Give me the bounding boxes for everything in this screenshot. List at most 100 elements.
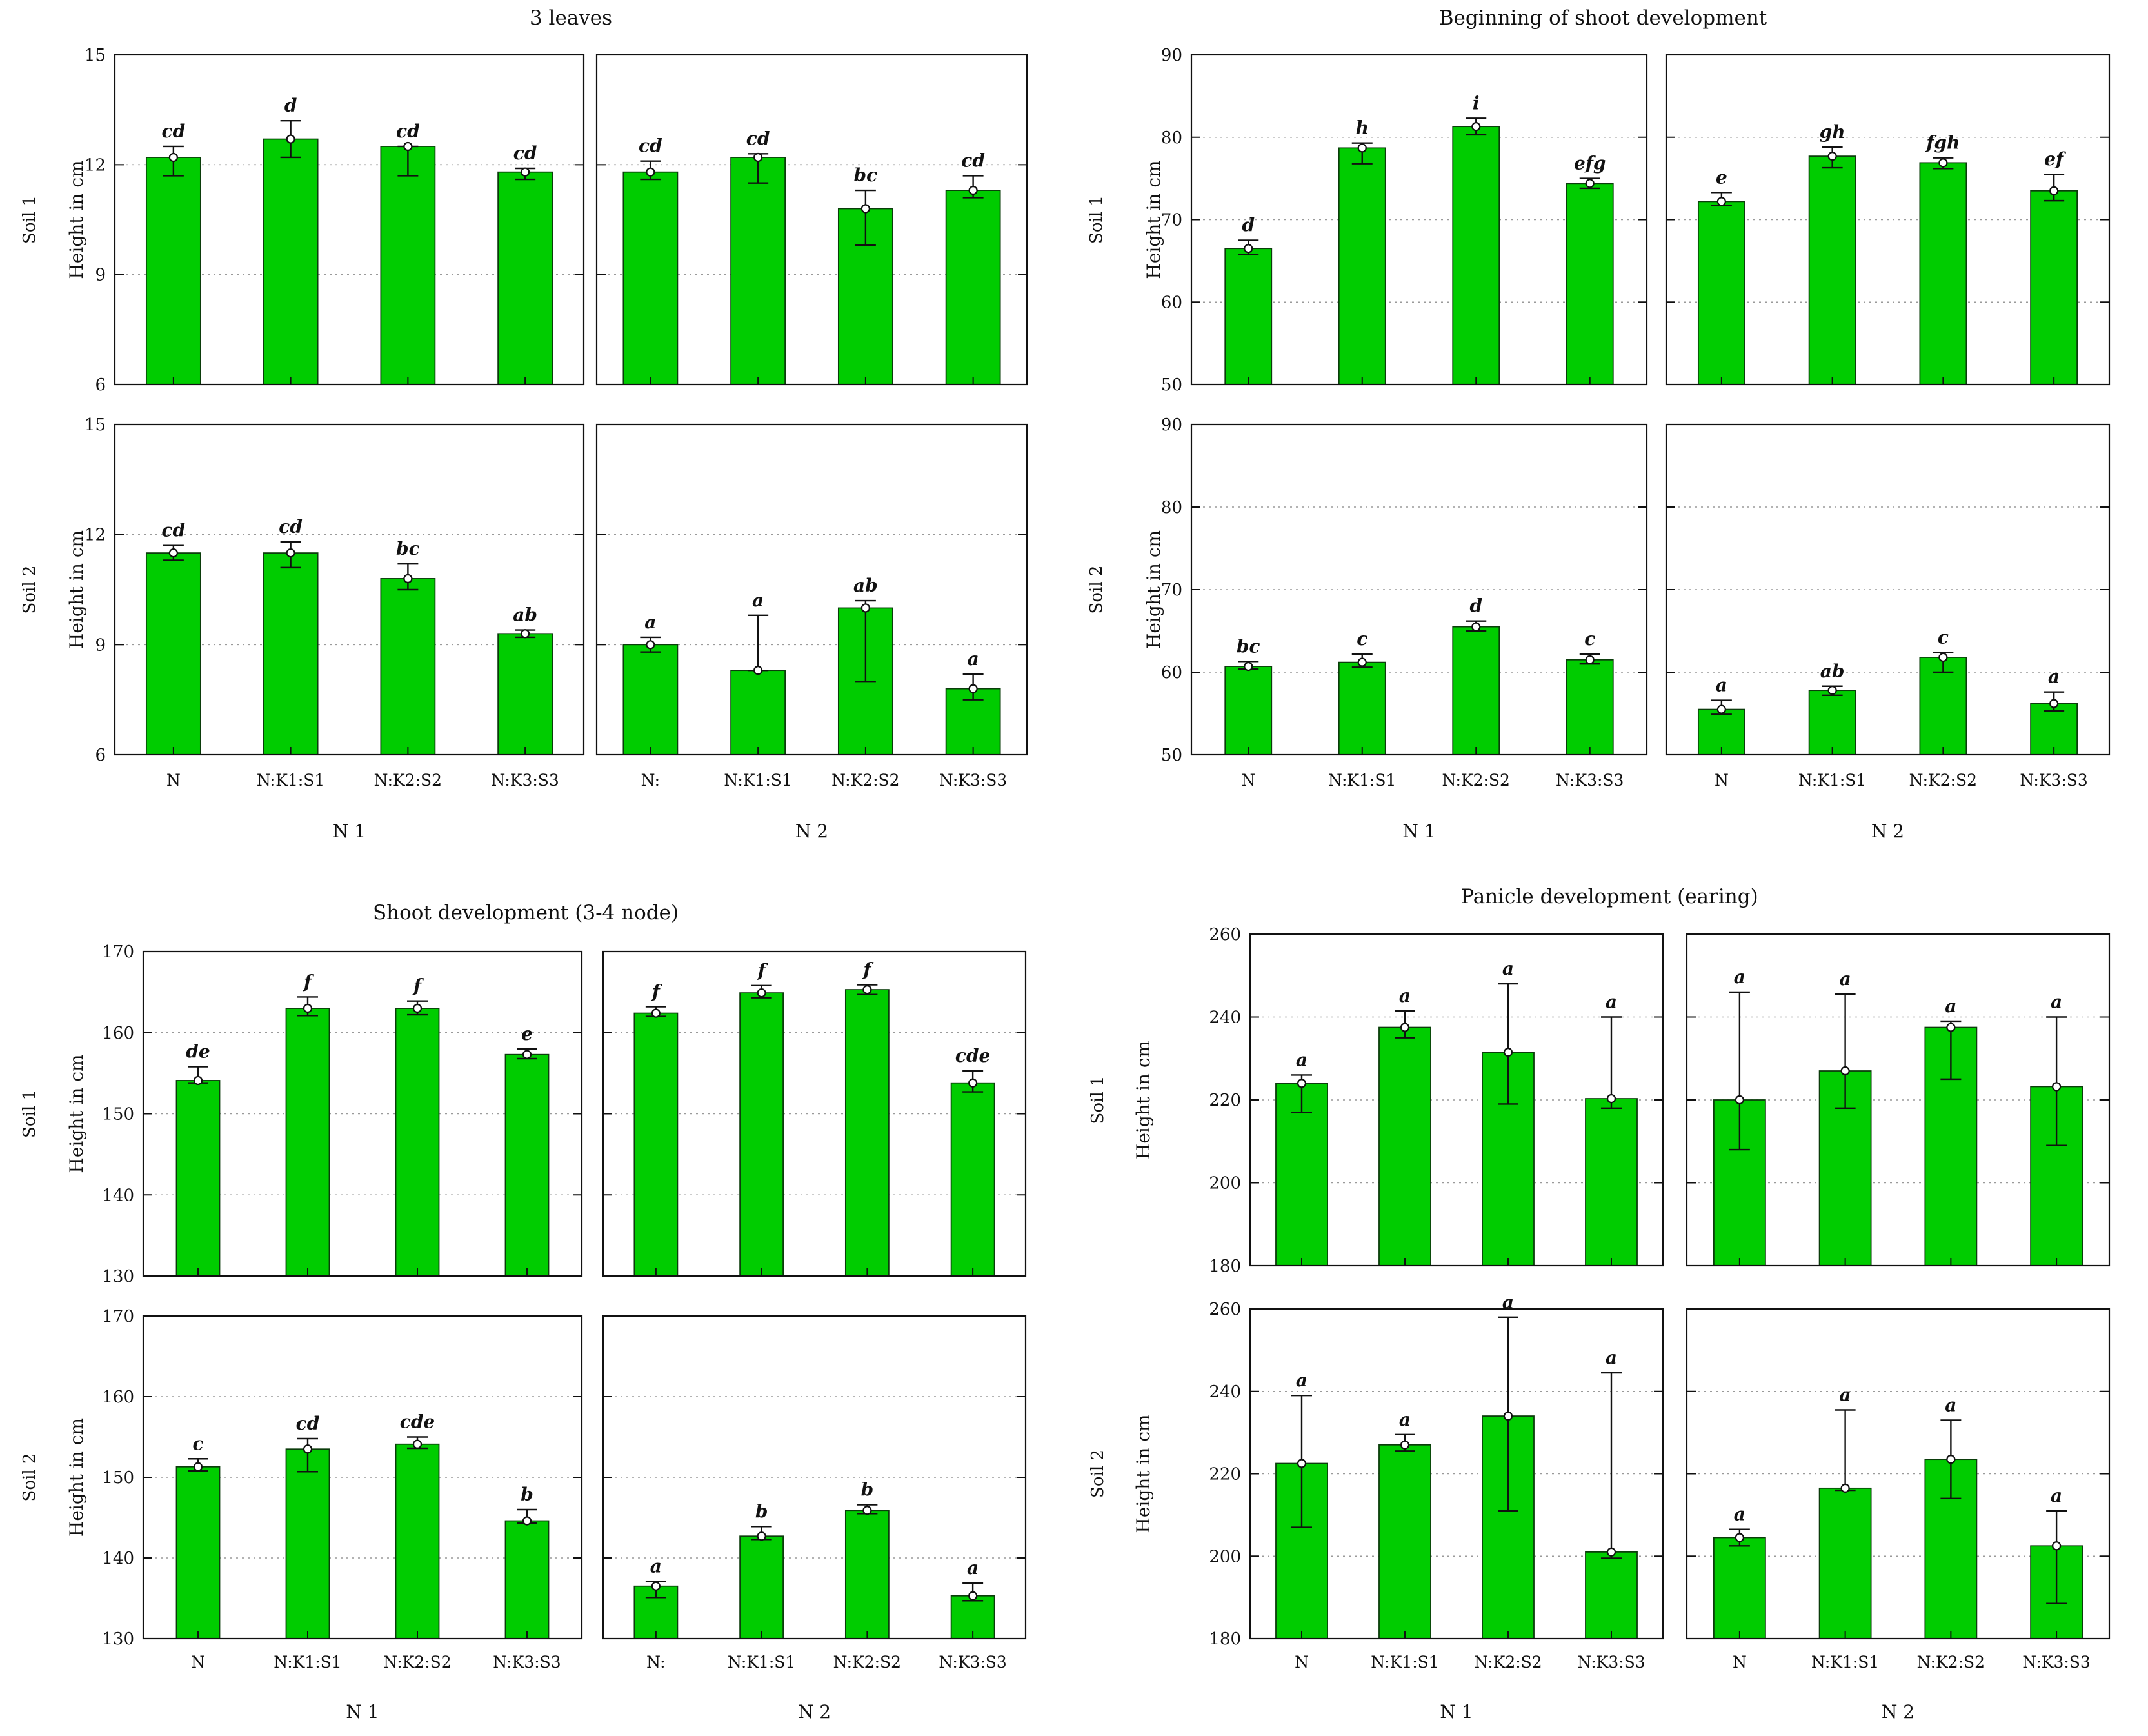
panel-frame [1686, 933, 2111, 1267]
bar [1452, 126, 1500, 385]
bar [175, 1466, 221, 1639]
mean-marker [286, 134, 295, 144]
row-label: Soil 2 [1088, 1450, 1108, 1498]
chart-title: Panicle development (earing) [1460, 885, 1758, 908]
panel: 6 9 12 15 cd Ncd N:K1:S1 bc N:K2:S2 ab N:K3:S3 [85, 415, 585, 790]
bar [497, 171, 553, 385]
chart-4: Panicle development (earing) Soil 1 Height… [1088, 885, 2111, 1722]
group-label: N 2 [1882, 1701, 1914, 1722]
x-tick-label: N [1295, 1653, 1309, 1671]
mean-marker [1938, 158, 1948, 168]
bar [1585, 1098, 1638, 1266]
y-tick-label: 90 [1161, 415, 1182, 435]
mean-marker [1716, 197, 1726, 206]
mean-marker [1357, 143, 1367, 153]
mean-marker [1840, 1066, 1850, 1076]
y-tick-label: 15 [85, 46, 106, 65]
significance-letter: h [1356, 117, 1369, 139]
panel: 130 140 150 160 170 de f f e [102, 943, 583, 1286]
group-label: N 1 [333, 821, 366, 842]
significance-letter: cde [400, 1412, 435, 1433]
mean-marker [860, 603, 870, 613]
y-axis-label: Height in cm [1133, 1041, 1154, 1159]
y-tick-label: 12 [85, 155, 106, 175]
significance-letter: a [967, 1557, 979, 1579]
significance-letter: cd [961, 150, 985, 171]
bar [1224, 666, 1273, 755]
y-tick-label: 140 [102, 1186, 134, 1205]
x-tick-label: N:K1:S1 [273, 1653, 341, 1671]
x-tick-label: N:K3:S3 [1556, 771, 1624, 790]
mean-marker [193, 1462, 203, 1472]
bar [1338, 147, 1386, 385]
bar [2030, 190, 2078, 385]
y-tick-label: 170 [102, 1307, 134, 1326]
y-tick-label: 80 [1161, 128, 1182, 148]
panel-frame [595, 423, 1028, 756]
mean-marker [412, 1439, 423, 1449]
significance-letter: f [412, 975, 424, 997]
bar [1566, 659, 1614, 755]
x-tick-label: N [1715, 771, 1729, 790]
y-tick-label: 70 [1161, 211, 1182, 230]
row-label: Soil 2 [20, 1453, 39, 1502]
y-tick-label: 200 [1209, 1174, 1241, 1193]
x-tick-label: N:K3:S3 [493, 1653, 561, 1671]
significance-letter: de [186, 1041, 210, 1063]
bar [504, 1053, 550, 1277]
mean-marker [1716, 704, 1726, 714]
mean-marker [1471, 122, 1481, 132]
row-label: Soil 2 [1087, 566, 1106, 614]
y-tick-label: 140 [102, 1549, 134, 1568]
x-tick-label: N:K1:S1 [1328, 771, 1396, 790]
group-label: N 2 [798, 1701, 831, 1722]
row-label: Soil 1 [20, 195, 39, 244]
significance-letter: f [303, 971, 315, 992]
y-tick-label: 200 [1209, 1547, 1241, 1566]
significance-letter: b [755, 1501, 768, 1522]
panel: a Nab N:K1:S1 c N:K2:S2 a N:K3:S3 [1665, 423, 2111, 790]
significance-letter: a [1502, 1292, 1514, 1313]
mean-marker [1735, 1533, 1744, 1542]
x-tick-label: N:K3:S3 [939, 1653, 1006, 1671]
y-tick-label: 160 [102, 1388, 134, 1407]
panel: 50 60 70 80 90 bc Nc N:K1:S1 d N:K2:S2 c N:K3:S3 [1161, 415, 1648, 790]
bar [380, 146, 436, 385]
mean-marker [1827, 152, 1837, 161]
bar [622, 171, 679, 385]
chart-2: Beginning of shoot development Soil 1 Heig… [1087, 6, 2111, 842]
y-tick-label: 15 [85, 415, 106, 435]
mean-marker [168, 548, 178, 558]
mean-marker [1946, 1023, 1956, 1032]
significance-letter: c [1938, 626, 1949, 648]
bar [945, 190, 1001, 385]
panel: a N: b N:K1:S1 b N:K2:S2 a N:K3:S3 [602, 1315, 1027, 1671]
mean-marker [646, 167, 655, 177]
significance-letter: cd [296, 1413, 320, 1434]
y-axis-label: Height in cm [1143, 160, 1164, 279]
bar [145, 157, 201, 385]
mean-marker [1357, 657, 1367, 667]
x-tick-label: N:K2:S2 [833, 1653, 901, 1671]
mean-marker [1585, 655, 1595, 664]
x-tick-label: N [1241, 771, 1255, 790]
y-axis-label: Height in cm [66, 160, 87, 279]
bar [1808, 690, 1856, 755]
panel-frame [1686, 1308, 2111, 1640]
significance-letter: cd [279, 516, 303, 537]
y-tick-label: 260 [1209, 925, 1241, 944]
mean-marker [862, 985, 872, 995]
panel: 130 140 150 160 170 c Ncd N:K1:S1 cde N:K2:S2 b N:K… [102, 1307, 583, 1671]
mean-marker [968, 684, 978, 693]
bar [1818, 1487, 1872, 1639]
mean-marker [1938, 652, 1948, 663]
mean-marker [757, 1531, 766, 1541]
bar [633, 1012, 679, 1277]
significance-letter: a [1734, 1504, 1745, 1525]
panel-frame [1190, 54, 1648, 386]
significance-letter: a [644, 612, 656, 633]
mean-marker [193, 1075, 203, 1086]
mean-marker [2049, 186, 2059, 195]
bar [1713, 1537, 1766, 1639]
significance-letter: cd [396, 121, 420, 142]
